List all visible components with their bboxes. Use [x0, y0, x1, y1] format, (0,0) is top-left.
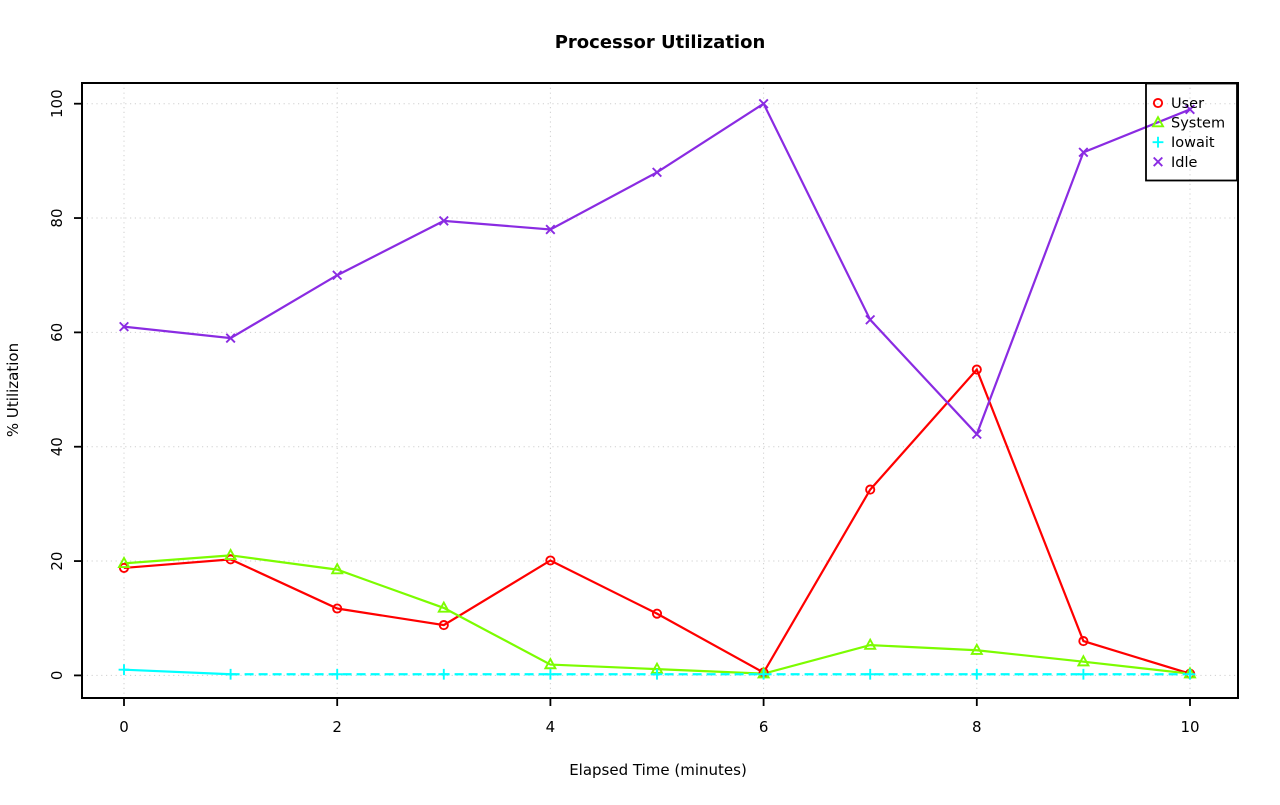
legend	[1145, 82, 1238, 182]
legend-label-idle: Idle	[1171, 155, 1198, 171]
series-line-iowait	[123, 668, 231, 676]
marker-idle	[438, 215, 449, 226]
marker-user	[651, 608, 663, 619]
y-tick-label: 60	[48, 323, 66, 342]
x-axis-label: Elapsed Time (minutes)	[569, 761, 747, 779]
marker-system	[437, 600, 451, 613]
marker-iowait	[651, 668, 663, 680]
marker-idle	[1078, 147, 1089, 158]
legend-marker-system	[1151, 115, 1165, 128]
chart-title: Processor Utilization	[555, 32, 766, 53]
marker-iowait	[1184, 668, 1196, 680]
marker-idle	[225, 333, 236, 344]
x-tick-label: 10	[1180, 718, 1199, 736]
marker-idle	[971, 429, 982, 440]
y-tick-label: 0	[48, 671, 66, 681]
marker-iowait	[118, 664, 130, 676]
y-tick-label: 40	[48, 437, 66, 456]
plot-box	[81, 82, 1239, 699]
marker-iowait	[758, 668, 769, 680]
x-tick-label: 6	[759, 718, 769, 736]
marker-system	[117, 555, 131, 568]
marker-idle	[865, 314, 876, 325]
legend-marker-idle	[1153, 156, 1163, 167]
y-tick-label: 100	[48, 89, 66, 118]
marker-iowait	[545, 668, 556, 680]
marker-iowait	[1078, 668, 1089, 680]
marker-iowait	[438, 668, 450, 680]
x-tick-label: 2	[332, 718, 342, 736]
marker-idle	[652, 167, 662, 178]
marker-user	[545, 555, 556, 566]
marker-iowait	[225, 668, 236, 680]
marker-user	[1078, 636, 1089, 647]
marker-system	[223, 547, 238, 560]
series-line-user	[123, 367, 1191, 675]
legend-marker-iowait	[1152, 136, 1164, 148]
marker-iowait	[331, 668, 343, 680]
marker-user	[438, 620, 449, 631]
marker-system	[543, 657, 558, 670]
legend-label-system: System	[1171, 116, 1225, 132]
marker-iowait	[864, 668, 876, 680]
marker-system	[1076, 654, 1091, 667]
marker-idle	[332, 270, 343, 281]
marker-idle	[119, 321, 129, 332]
legend-label-iowait: Iowait	[1171, 135, 1215, 151]
x-tick-label: 0	[119, 718, 129, 736]
marker-system	[330, 562, 344, 575]
y-tick-label: 20	[48, 552, 66, 571]
marker-system	[863, 637, 877, 650]
y-tick-label: 80	[48, 208, 66, 227]
y-axis-label: % Utilization	[4, 343, 22, 437]
marker-user	[332, 603, 343, 614]
marker-idle	[758, 98, 769, 109]
marker-iowait	[971, 668, 983, 680]
marker-system	[970, 642, 984, 655]
marker-user	[865, 484, 876, 495]
legend-label-user: User	[1171, 96, 1204, 112]
marker-user	[971, 364, 982, 375]
legend-marker-user	[1152, 97, 1164, 109]
marker-idle	[1185, 104, 1195, 115]
series-line-idle	[123, 102, 1191, 437]
x-tick-label: 8	[972, 718, 982, 736]
marker-idle	[545, 224, 556, 235]
x-tick-label: 4	[546, 718, 556, 736]
